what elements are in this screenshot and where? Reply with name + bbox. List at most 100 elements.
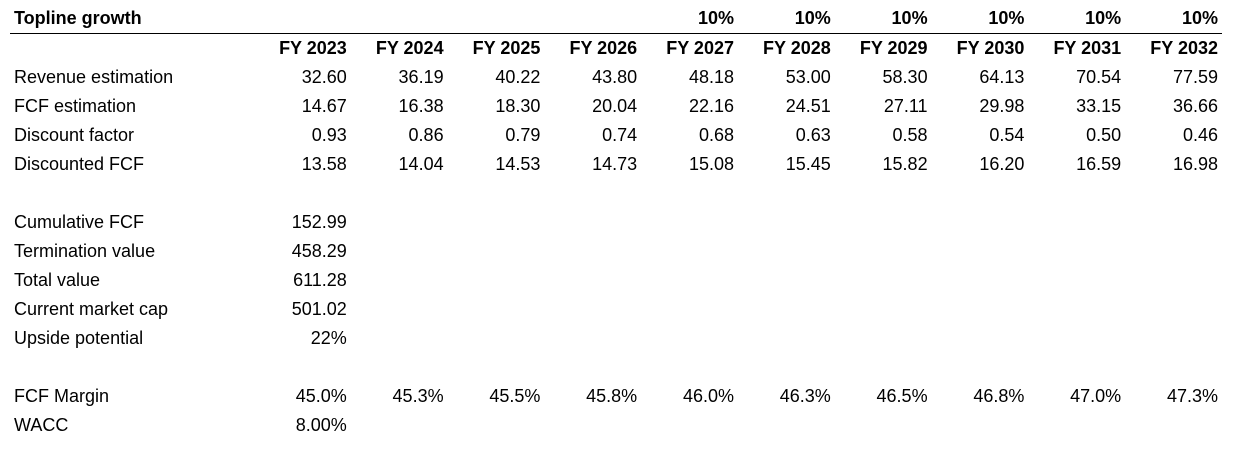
value-cell[interactable]: 0.68: [698, 125, 734, 145]
value-cell[interactable]: 70.54: [1076, 67, 1122, 87]
year-header-cell[interactable]: FY 2028: [763, 38, 831, 58]
value-cell[interactable]: 152.99: [291, 212, 347, 232]
row-label[interactable]: Total value: [14, 270, 101, 290]
year-header-cell[interactable]: FY 2025: [472, 38, 541, 58]
value-cell[interactable]: 45.0%: [295, 386, 347, 406]
value-cell[interactable]: 27.11: [883, 96, 928, 116]
empty-cell[interactable]: [351, 208, 1222, 237]
table-title[interactable]: Topline growth: [10, 4, 254, 34]
value-cell[interactable]: 0.46: [1182, 125, 1218, 145]
value-cell[interactable]: 14.53: [495, 154, 541, 174]
row-label[interactable]: Revenue estimation: [14, 67, 174, 87]
value-cell[interactable]: 501.02: [291, 299, 347, 319]
growth-rate-cell[interactable]: 10%: [641, 4, 738, 34]
value-cell[interactable]: 20.04: [592, 96, 638, 116]
value-cell[interactable]: 0.54: [989, 125, 1025, 145]
year-header-cell[interactable]: FY 2023: [279, 38, 347, 58]
value-cell[interactable]: 47.0%: [1070, 386, 1122, 406]
value-cell[interactable]: 46.8%: [973, 386, 1025, 406]
value-cell[interactable]: 32.60: [301, 67, 347, 87]
growth-rate-cell[interactable]: [254, 4, 351, 34]
value-cell[interactable]: 33.15: [1076, 96, 1122, 116]
value-cell[interactable]: 16.59: [1076, 154, 1122, 174]
value-cell[interactable]: 24.51: [785, 96, 831, 116]
growth-rate-cell[interactable]: [350, 4, 448, 34]
row-label[interactable]: Discounted FCF: [14, 154, 145, 174]
value-cell[interactable]: 14.67: [301, 96, 347, 116]
value-cell[interactable]: 16.20: [979, 154, 1025, 174]
year-header-cell[interactable]: FY 2030: [956, 38, 1025, 58]
value-cell[interactable]: 36.66: [1172, 96, 1218, 116]
value-cell[interactable]: 14.73: [592, 154, 638, 174]
row-label[interactable]: Discount factor: [14, 125, 135, 145]
empty-cell[interactable]: [351, 237, 1222, 266]
value-cell[interactable]: 16.38: [398, 96, 444, 116]
value-cell[interactable]: 45.8%: [586, 386, 638, 406]
value-cell[interactable]: 29.98: [979, 96, 1025, 116]
year-header-cell[interactable]: FY 2032: [1150, 38, 1218, 58]
row-label[interactable]: WACC: [14, 415, 69, 435]
value-cell[interactable]: 40.22: [495, 67, 541, 87]
value-cell[interactable]: 18.30: [495, 96, 541, 116]
value-cell[interactable]: 22%: [310, 328, 347, 348]
row-label[interactable]: FCF Margin: [14, 386, 110, 406]
growth-rate-cell[interactable]: 10%: [1028, 4, 1126, 34]
value-cell[interactable]: 77.59: [1172, 67, 1218, 87]
empty-cell[interactable]: [351, 411, 1222, 440]
value-cell[interactable]: 46.0%: [682, 386, 734, 406]
value-cell[interactable]: 64.13: [979, 67, 1025, 87]
growth-rate-cell[interactable]: [544, 4, 642, 34]
value-cell[interactable]: 14.04: [398, 154, 444, 174]
value-cell[interactable]: 0.93: [311, 125, 347, 145]
row-label[interactable]: FCF estimation: [14, 96, 137, 116]
year-header-cell[interactable]: FY 2026: [569, 38, 638, 58]
value-cell[interactable]: 0.79: [505, 125, 541, 145]
value-cell[interactable]: 0.58: [892, 125, 928, 145]
value-cell[interactable]: 22.16: [688, 96, 734, 116]
year-header-cell[interactable]: FY 2029: [859, 38, 928, 58]
value-cell[interactable]: 45.3%: [392, 386, 444, 406]
value-cell[interactable]: 48.18: [688, 67, 734, 87]
empty-cell[interactable]: [10, 179, 1222, 208]
value-cell[interactable]: 611.28: [293, 270, 347, 290]
value-cell[interactable]: 0.86: [408, 125, 444, 145]
year-header-cell[interactable]: FY 2024: [375, 38, 444, 58]
growth-rate-cell[interactable]: 10%: [737, 4, 835, 34]
discount-factor-row: Discount factor 0.93 0.86 0.79 0.74 0.68…: [10, 121, 1222, 150]
row-label[interactable]: Cumulative FCF: [14, 212, 145, 232]
value-cell[interactable]: 458.29: [291, 241, 347, 261]
value-cell[interactable]: 0.74: [602, 125, 638, 145]
growth-rate-cell[interactable]: 10%: [1125, 4, 1222, 34]
empty-cell[interactable]: [351, 266, 1222, 295]
year-header-cell[interactable]: FY 2027: [666, 38, 734, 58]
value-cell[interactable]: 46.5%: [876, 386, 928, 406]
value-cell[interactable]: 15.45: [785, 154, 831, 174]
empty-cell[interactable]: [10, 34, 254, 64]
value-cell[interactable]: 0.50: [1086, 125, 1122, 145]
row-label[interactable]: Current market cap: [14, 299, 169, 319]
value-cell[interactable]: 0.63: [795, 125, 831, 145]
year-header-cell[interactable]: FY 2031: [1053, 38, 1122, 58]
empty-cell[interactable]: [10, 353, 1222, 382]
empty-cell[interactable]: [351, 295, 1222, 324]
growth-rate-cell[interactable]: [447, 4, 545, 34]
spacer-row: [10, 179, 1222, 208]
empty-cell[interactable]: [351, 324, 1222, 353]
value-cell[interactable]: 13.58: [301, 154, 347, 174]
value-cell[interactable]: 43.80: [592, 67, 638, 87]
value-cell[interactable]: 45.5%: [489, 386, 541, 406]
growth-rate-cell[interactable]: 10%: [834, 4, 932, 34]
growth-rate-cell[interactable]: 10%: [931, 4, 1029, 34]
value-cell[interactable]: 16.98: [1172, 154, 1218, 174]
value-cell[interactable]: 47.3%: [1166, 386, 1218, 406]
value-cell[interactable]: 53.00: [785, 67, 831, 87]
value-cell[interactable]: 36.19: [398, 67, 444, 87]
row-label[interactable]: Termination value: [14, 241, 156, 261]
value-cell[interactable]: 15.82: [882, 154, 928, 174]
value-cell[interactable]: 46.3%: [779, 386, 831, 406]
value-cell[interactable]: 15.08: [688, 154, 734, 174]
spacer-row: [10, 353, 1222, 382]
value-cell[interactable]: 8.00%: [295, 415, 347, 435]
row-label[interactable]: Upside potential: [14, 328, 144, 348]
value-cell[interactable]: 58.30: [882, 67, 928, 87]
